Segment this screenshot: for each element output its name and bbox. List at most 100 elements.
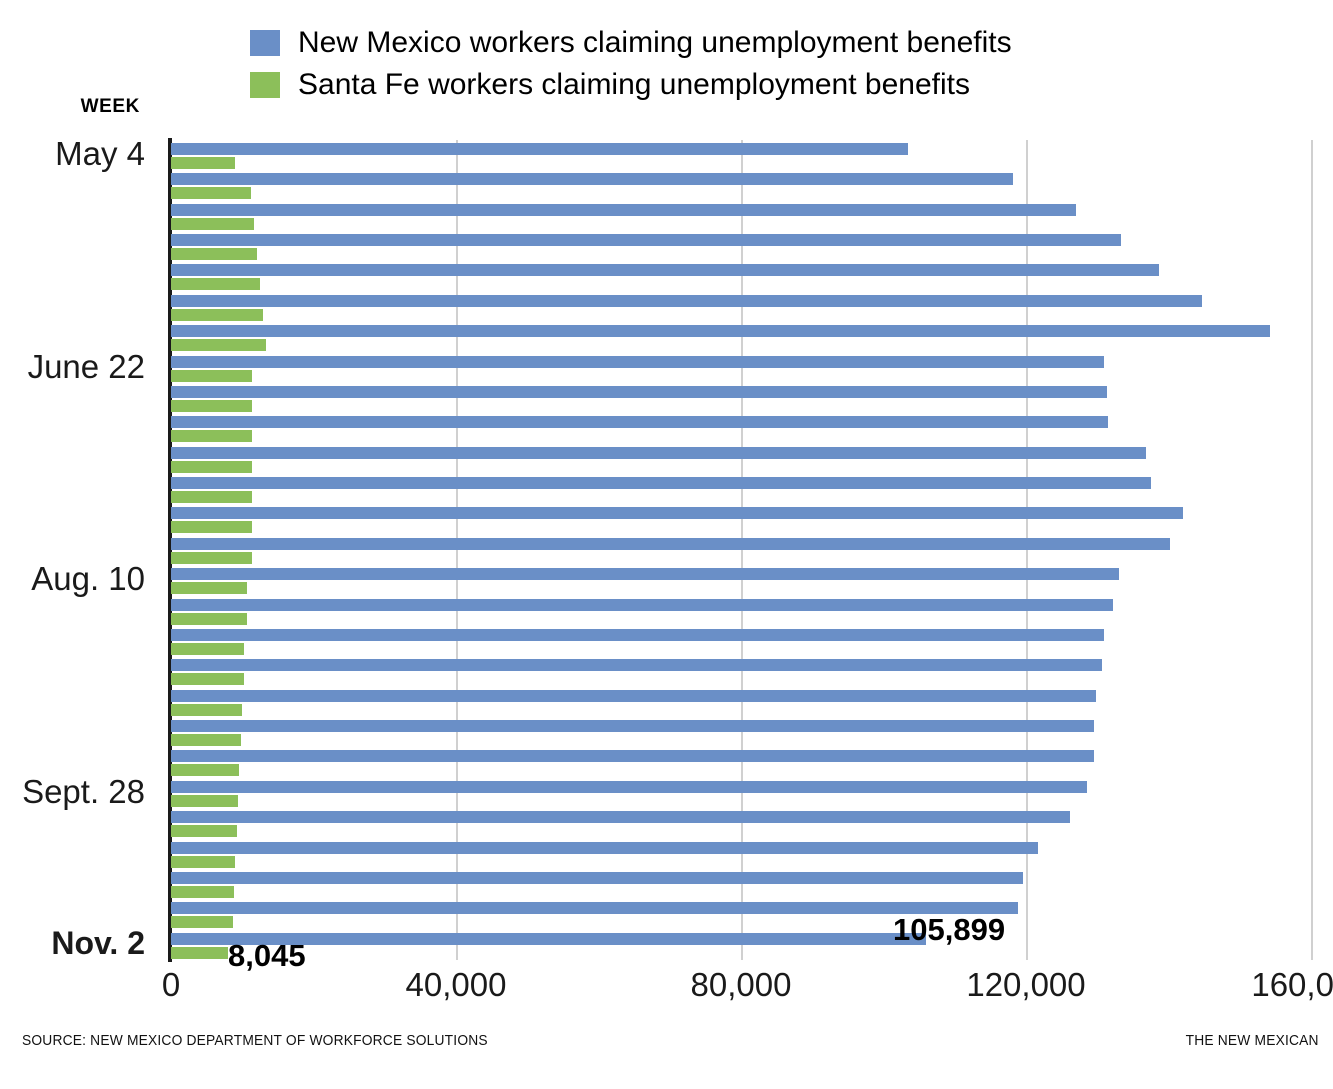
bar-new-mexico	[171, 537, 1170, 550]
bar-santa-fe	[171, 794, 238, 807]
bar-row	[171, 626, 1311, 656]
bar-new-mexico	[171, 598, 1113, 611]
bar-new-mexico	[171, 780, 1088, 793]
legend-label-santa-fe: Santa Fe workers claiming unemployment b…	[298, 68, 970, 101]
bar-row	[171, 899, 1311, 929]
bar-new-mexico	[171, 507, 1184, 520]
bar-santa-fe	[171, 946, 229, 959]
bar-new-mexico	[171, 355, 1104, 368]
legend-swatch-new-mexico	[250, 30, 280, 56]
bar-row	[171, 201, 1311, 231]
bar-new-mexico	[171, 143, 909, 155]
bar-row	[171, 747, 1311, 777]
chart-footer: SOURCE: NEW MEXICO DEPARTMENT OF WORKFOR…	[22, 1032, 1319, 1049]
legend-item-santa-fe: Santa Fe workers claiming unemployment b…	[250, 64, 1150, 106]
bar-santa-fe	[171, 157, 236, 169]
bar-row	[171, 930, 1311, 960]
bar-santa-fe	[171, 248, 258, 261]
y-tick-nov-2: Nov. 2	[51, 924, 145, 961]
bar-new-mexico	[171, 720, 1095, 733]
bar-santa-fe	[171, 278, 261, 291]
x-tick-160000: 160,000	[1251, 966, 1333, 1003]
bar-row	[171, 504, 1311, 534]
bar-row	[171, 565, 1311, 595]
bar-santa-fe	[171, 369, 252, 382]
bar-row	[171, 353, 1311, 383]
bar-new-mexico	[171, 416, 1108, 429]
bar-row	[171, 808, 1311, 838]
bar-santa-fe	[171, 308, 263, 321]
value-label-santa-fe: 8,045	[228, 938, 306, 973]
bar-santa-fe	[171, 612, 247, 625]
bar-new-mexico	[171, 932, 926, 945]
bar-santa-fe	[171, 825, 237, 838]
bar-new-mexico	[171, 841, 1039, 854]
bar-row	[171, 474, 1311, 504]
y-axis-line	[168, 138, 172, 962]
bar-santa-fe	[171, 703, 243, 716]
bar-row	[171, 231, 1311, 261]
bar-santa-fe	[171, 491, 252, 504]
bar-row	[171, 140, 1311, 170]
bar-row	[171, 839, 1311, 869]
y-tick-june-22: June 22	[27, 347, 145, 385]
legend-label-new-mexico: New Mexico workers claiming unemployment…	[298, 26, 1012, 59]
bar-row	[171, 292, 1311, 322]
bar-row	[171, 596, 1311, 626]
footer-credit: THE NEW MEXICAN	[1185, 1032, 1319, 1049]
bar-new-mexico	[171, 234, 1122, 247]
bar-new-mexico	[171, 477, 1152, 490]
bar-new-mexico	[171, 689, 1096, 702]
bar-new-mexico	[171, 173, 1014, 186]
bar-row	[171, 869, 1311, 899]
bar-row	[171, 170, 1311, 200]
x-tick-40000: 40,000	[405, 966, 507, 1003]
bar-new-mexico	[171, 203, 1076, 216]
bar-santa-fe	[171, 521, 252, 534]
bar-new-mexico	[171, 294, 1202, 307]
bar-new-mexico	[171, 385, 1107, 398]
bar-new-mexico	[171, 628, 1105, 641]
bar-row	[171, 261, 1311, 291]
bar-row	[171, 444, 1311, 474]
bar-new-mexico	[171, 446, 1146, 459]
bar-new-mexico	[171, 811, 1071, 824]
bar-santa-fe	[171, 217, 255, 230]
bar-santa-fe	[171, 734, 241, 747]
bar-santa-fe	[171, 582, 247, 595]
bar-santa-fe	[171, 460, 252, 473]
gridline-160000	[1311, 140, 1313, 960]
bar-row	[171, 656, 1311, 686]
x-tick-120000: 120,000	[966, 966, 1086, 1003]
y-tick-aug-10: Aug. 10	[31, 560, 145, 598]
value-label-new-mexico: 105,899	[893, 912, 1006, 947]
bar-santa-fe	[171, 551, 252, 564]
y-tick-may-4: May 4	[55, 135, 145, 173]
bar-row	[171, 383, 1311, 413]
bar-row	[171, 413, 1311, 443]
bar-santa-fe	[171, 642, 245, 655]
bar-row	[171, 778, 1311, 808]
chart-legend: New Mexico workers claiming unemployment…	[250, 22, 1150, 106]
bar-santa-fe	[171, 430, 252, 443]
bar-row	[171, 322, 1311, 352]
bar-row	[171, 535, 1311, 565]
bar-santa-fe	[171, 916, 233, 929]
bar-santa-fe	[171, 673, 244, 686]
bar-new-mexico	[171, 902, 1019, 915]
bar-new-mexico	[171, 568, 1120, 581]
bar-new-mexico	[171, 750, 1094, 763]
bar-row	[171, 687, 1311, 717]
y-axis-title: WEEK	[80, 96, 140, 117]
bar-santa-fe	[171, 885, 234, 898]
bar-new-mexico	[171, 325, 1270, 338]
legend-item-new-mexico: New Mexico workers claiming unemployment…	[250, 22, 1150, 64]
bar-santa-fe	[171, 399, 252, 412]
bar-santa-fe	[171, 855, 236, 868]
bar-new-mexico	[171, 659, 1103, 672]
chart-bars	[171, 140, 1311, 960]
bar-new-mexico	[171, 264, 1159, 277]
x-tick-0: 0	[161, 966, 181, 1003]
bar-santa-fe	[171, 764, 240, 777]
bar-santa-fe	[171, 339, 267, 352]
